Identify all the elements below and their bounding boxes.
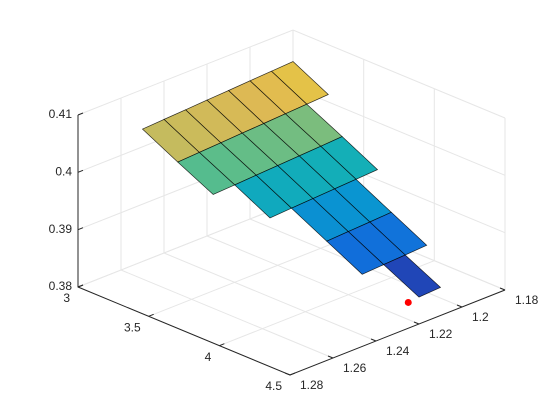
grid-line [77,201,506,291]
surface-cell [383,254,442,298]
y-tick [499,287,506,291]
z-tick-label: 0.41 [49,107,73,121]
surface-cell [234,174,293,219]
z-tick [77,169,84,173]
grid-line [120,98,334,359]
x-tick [148,313,154,317]
y-tick-label: 1.2 [472,310,489,324]
x-tick-label: 4 [205,350,212,364]
y-tick [456,304,463,308]
x-tick-label: 3 [63,291,70,305]
x-tick-label: 3.5 [124,321,141,335]
axis-line [77,115,506,376]
surface-cell [177,151,236,195]
y-tick [327,355,334,359]
surface-cell [326,231,385,275]
marker-point [404,298,412,306]
x-tick [289,372,296,376]
y-tick [284,372,291,376]
z-tick-label: 0.4 [55,165,72,179]
z-tick-label: 0.38 [49,279,73,293]
z-tick [77,227,84,231]
z-tick [77,112,84,116]
y-tick-label: 1.22 [429,327,453,341]
y-tick-label: 1.24 [386,344,410,358]
y-tick [370,338,377,342]
y-tick [413,321,420,325]
x-tick-label: 4.5 [265,379,282,393]
x-tick [77,284,84,288]
y-tick-label: 1.28 [300,378,324,392]
z-tick-label: 0.39 [49,222,73,236]
y-tick-label: 1.18 [515,293,539,307]
x-tick [219,343,225,347]
y-tick-label: 1.26 [343,361,367,375]
